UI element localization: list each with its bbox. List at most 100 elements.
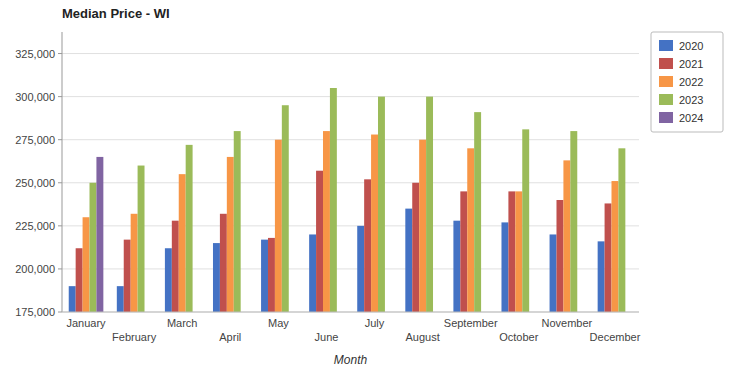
bar bbox=[453, 221, 460, 312]
bar bbox=[179, 174, 186, 312]
bar bbox=[364, 179, 371, 312]
tick-label: 300,000 bbox=[15, 91, 55, 103]
legend: 2020 2021 2022 2023 2024 bbox=[651, 32, 723, 132]
grid-line bbox=[62, 182, 639, 183]
x-axis: January February March April May June July Augu… bbox=[66, 317, 640, 343]
tick-mark bbox=[58, 312, 62, 313]
tick-label: 275,000 bbox=[15, 134, 55, 146]
tick-mark bbox=[58, 96, 62, 97]
bar bbox=[412, 183, 419, 312]
bar bbox=[378, 97, 385, 312]
bar bbox=[474, 112, 481, 312]
tick-label: February bbox=[112, 331, 157, 343]
legend-label: 2022 bbox=[679, 76, 703, 88]
tick-label: 225,000 bbox=[15, 220, 55, 232]
bar bbox=[316, 171, 323, 312]
bar bbox=[96, 157, 103, 312]
bar bbox=[605, 203, 612, 312]
tick-label: 175,000 bbox=[15, 306, 55, 318]
legend-swatch bbox=[659, 76, 673, 87]
tick-mark bbox=[58, 268, 62, 269]
bar bbox=[501, 222, 508, 312]
bar bbox=[227, 157, 234, 312]
tick-label: January bbox=[66, 317, 106, 329]
tick-label: March bbox=[167, 317, 198, 329]
tick-mark bbox=[58, 53, 62, 54]
bar bbox=[275, 140, 282, 312]
legend-label: 2021 bbox=[679, 58, 703, 70]
bar bbox=[611, 181, 618, 312]
legend-swatch bbox=[659, 58, 673, 69]
bar bbox=[186, 145, 193, 312]
chart: Median Price - WI 175,000 200,000 225,000 25… bbox=[0, 0, 737, 378]
legend-swatch bbox=[659, 94, 673, 105]
legend-label: 2023 bbox=[679, 94, 703, 106]
tick-label: June bbox=[315, 331, 339, 343]
tick-label: November bbox=[542, 317, 593, 329]
axis-line bbox=[62, 32, 63, 312]
tick-label: 250,000 bbox=[15, 177, 55, 189]
bar bbox=[522, 129, 529, 312]
bar bbox=[515, 191, 522, 312]
bar bbox=[138, 166, 145, 312]
bar bbox=[357, 226, 364, 312]
bar bbox=[117, 286, 124, 312]
tick-label: December bbox=[590, 331, 641, 343]
tick-mark bbox=[58, 225, 62, 226]
axis-label: Month bbox=[334, 353, 368, 367]
tick-label: May bbox=[268, 317, 289, 329]
legend-swatch bbox=[659, 112, 673, 123]
bar bbox=[618, 148, 625, 312]
bar bbox=[598, 241, 605, 312]
grid-line bbox=[62, 312, 639, 313]
tick-mark bbox=[58, 182, 62, 183]
bar bbox=[234, 131, 241, 312]
bar bbox=[467, 148, 474, 312]
legend-swatch bbox=[659, 40, 673, 51]
bar bbox=[563, 160, 570, 312]
bar bbox=[220, 214, 227, 312]
axis-line bbox=[62, 312, 639, 313]
bar bbox=[69, 286, 76, 312]
title: Median Price - WI bbox=[62, 6, 170, 21]
tick-label: 325,000 bbox=[15, 48, 55, 60]
grid-line bbox=[62, 53, 639, 54]
grid-line bbox=[62, 225, 639, 226]
bar bbox=[460, 191, 467, 312]
tick-label: 200,000 bbox=[15, 263, 55, 275]
bar bbox=[556, 200, 563, 312]
bar bbox=[330, 88, 337, 312]
bar bbox=[550, 234, 557, 312]
bar bbox=[371, 135, 378, 312]
bar bbox=[426, 97, 433, 312]
bar bbox=[282, 105, 289, 312]
grid-line bbox=[62, 139, 639, 140]
bar bbox=[570, 131, 577, 312]
bar bbox=[323, 131, 330, 312]
bar bbox=[508, 191, 515, 312]
legend-label: 2024 bbox=[679, 112, 703, 124]
tick-label: April bbox=[219, 331, 241, 343]
bar bbox=[172, 221, 179, 312]
tick-label: September bbox=[444, 317, 498, 329]
grid-line bbox=[62, 96, 639, 97]
bar bbox=[83, 217, 90, 312]
bar bbox=[261, 240, 268, 312]
tick-label: October bbox=[499, 331, 538, 343]
bars bbox=[69, 88, 626, 312]
bar bbox=[124, 240, 131, 312]
bar bbox=[405, 209, 412, 312]
bar bbox=[419, 140, 426, 312]
tick-mark bbox=[58, 139, 62, 140]
bar bbox=[131, 214, 138, 312]
legend-frame bbox=[651, 32, 723, 132]
tick-label: August bbox=[406, 331, 440, 343]
tick-label: July bbox=[365, 317, 385, 329]
bar bbox=[268, 238, 275, 312]
bar bbox=[213, 243, 220, 312]
bar bbox=[90, 183, 97, 312]
bar bbox=[309, 234, 316, 312]
bar bbox=[165, 248, 172, 312]
bar bbox=[76, 248, 83, 312]
legend-label: 2020 bbox=[679, 40, 703, 52]
